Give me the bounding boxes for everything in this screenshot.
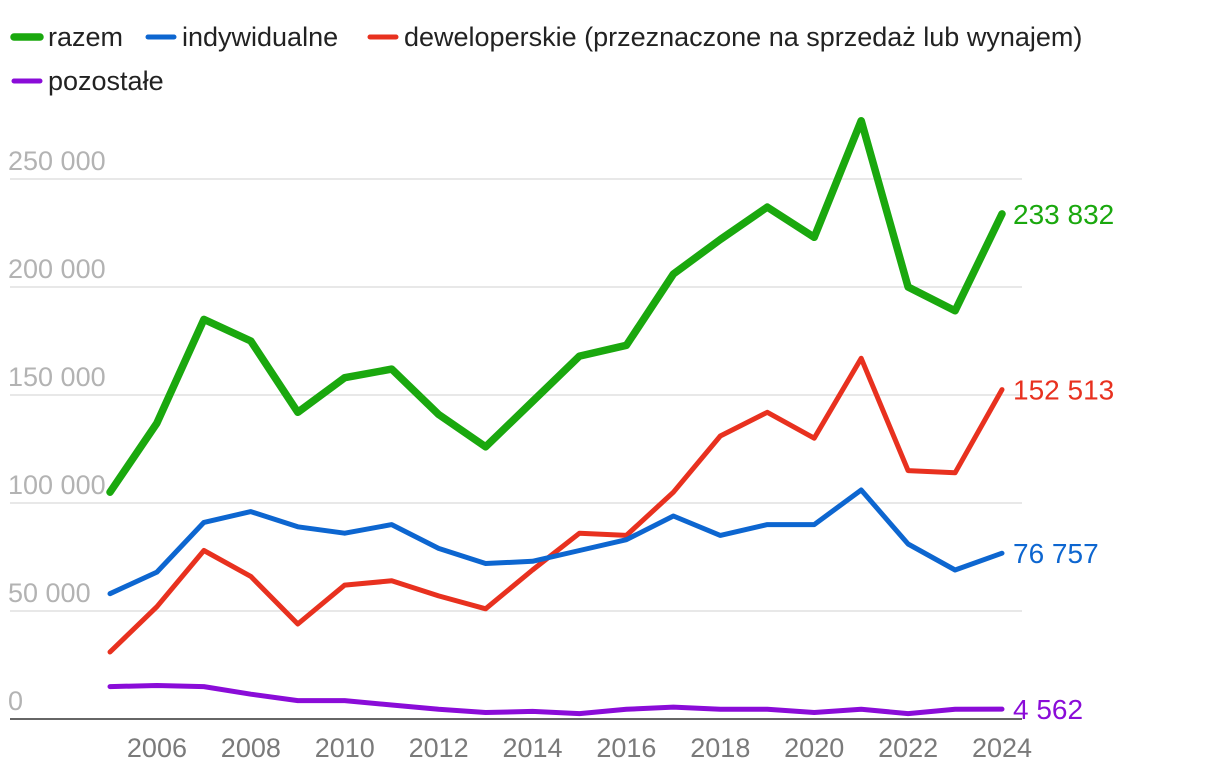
y-axis-ticks: 0 50 000 100 000 150 000 200 000 250 000 <box>8 146 106 716</box>
x-tick-label: 2006 <box>127 733 187 763</box>
y-tick-label: 0 <box>8 686 23 716</box>
x-tick-label: 2016 <box>596 733 656 763</box>
legend-item-pozostale[interactable]: pozostałe <box>11 66 164 96</box>
legend-item-razem[interactable]: razem <box>10 22 123 52</box>
legend-label-pozostale: pozostałe <box>48 66 164 96</box>
end-labels: 233 832 76 757 152 513 4 562 <box>1013 199 1114 725</box>
legend-label-indywidualne: indywidualne <box>182 22 338 52</box>
x-axis-ticks: 2006 2008 2010 2012 2014 2016 2018 2020 2022 2024 <box>127 733 1032 763</box>
end-label-razem: 233 832 <box>1013 199 1114 230</box>
end-label-deweloperskie: 152 513 <box>1013 375 1114 406</box>
y-tick-label: 200 000 <box>8 254 106 284</box>
x-tick-label: 2018 <box>690 733 750 763</box>
x-tick-label: 2014 <box>502 733 562 763</box>
series-line-deweloperskie <box>107 355 1005 655</box>
end-label-indywidualne: 76 757 <box>1013 538 1099 569</box>
x-tick-label: 2020 <box>784 733 844 763</box>
y-tick-label: 150 000 <box>8 362 106 392</box>
end-label-pozostale: 4 562 <box>1013 694 1083 725</box>
y-tick-label: 250 000 <box>8 146 106 176</box>
x-tick-label: 2022 <box>878 733 938 763</box>
y-tick-label: 50 000 <box>8 578 91 608</box>
x-tick-label: 2010 <box>315 733 375 763</box>
x-tick-label: 2008 <box>221 733 281 763</box>
series-line-razem <box>106 116 1006 496</box>
legend-item-deweloperskie[interactable]: deweloperskie (przeznaczone na sprzedaż … <box>367 22 1082 52</box>
x-tick-label: 2012 <box>409 733 469 763</box>
legend: razem indywidualne deweloperskie (przeznac… <box>10 22 1082 96</box>
series-line-pozostale <box>107 683 1005 717</box>
legend-label-deweloperskie: deweloperskie (przeznaczone na sprzedaż … <box>404 22 1082 52</box>
series-layer <box>106 116 1006 717</box>
x-tick-label: 2024 <box>972 733 1032 763</box>
series-line-indywidualne <box>107 487 1005 597</box>
y-tick-label: 100 000 <box>8 470 106 500</box>
legend-label-razem: razem <box>48 22 123 52</box>
legend-item-indywidualne[interactable]: indywidualne <box>145 22 338 52</box>
grid-layer <box>10 178 1022 720</box>
